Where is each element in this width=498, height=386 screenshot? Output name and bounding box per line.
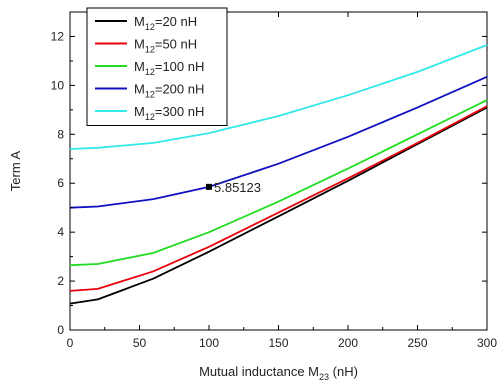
annotation-label: 5.85123 — [214, 180, 261, 195]
series-line-2 — [69, 99, 488, 267]
series-line-0 — [69, 106, 488, 305]
y-tick-label: 12 — [51, 29, 65, 43]
y-axis-title: Term A — [8, 150, 23, 191]
annotation-marker — [206, 183, 212, 190]
axes-layer: 0 50 100 150 200 250 300 0 2 4 6 8 10 12 Mutual induct… — [8, 12, 497, 382]
y-tick-label: 10 — [51, 78, 65, 92]
y-tick-label: 2 — [57, 274, 64, 288]
legend-entry-3: M12=200 nH — [134, 82, 204, 100]
x-tick-label: 200 — [338, 336, 358, 350]
y-tick-label: 0 — [57, 323, 64, 337]
x-tick-label: 250 — [407, 336, 427, 350]
series-layer — [69, 44, 488, 305]
legend-entry-1: M12=50 nH — [134, 37, 197, 55]
x-axis-title: Mutual inductance M23 (nH) — [199, 364, 358, 382]
x-tick-label: 50 — [133, 336, 147, 350]
series-line-3 — [69, 75, 488, 209]
annotation-layer: 5.85123 — [206, 180, 261, 195]
legend-entry-0: M12=20 nH — [134, 14, 197, 32]
legend: M12=20 nH M12=50 nH M12=100 nH M12=200 nH M1… — [86, 7, 228, 126]
series-line-1 — [69, 105, 488, 292]
x-tick-label: 150 — [268, 336, 288, 350]
x-tick-label: 100 — [199, 336, 219, 350]
y-tick-label: 4 — [57, 225, 64, 239]
series-line-4 — [69, 44, 488, 150]
x-tick-label: 0 — [67, 336, 74, 350]
legend-entry-2: M12=100 nH — [134, 59, 204, 77]
y-tick-label: 6 — [57, 176, 64, 190]
legend-entry-4: M12=300 nH — [134, 104, 204, 122]
x-tick-label: 300 — [477, 336, 497, 350]
y-tick-label: 8 — [57, 127, 64, 141]
